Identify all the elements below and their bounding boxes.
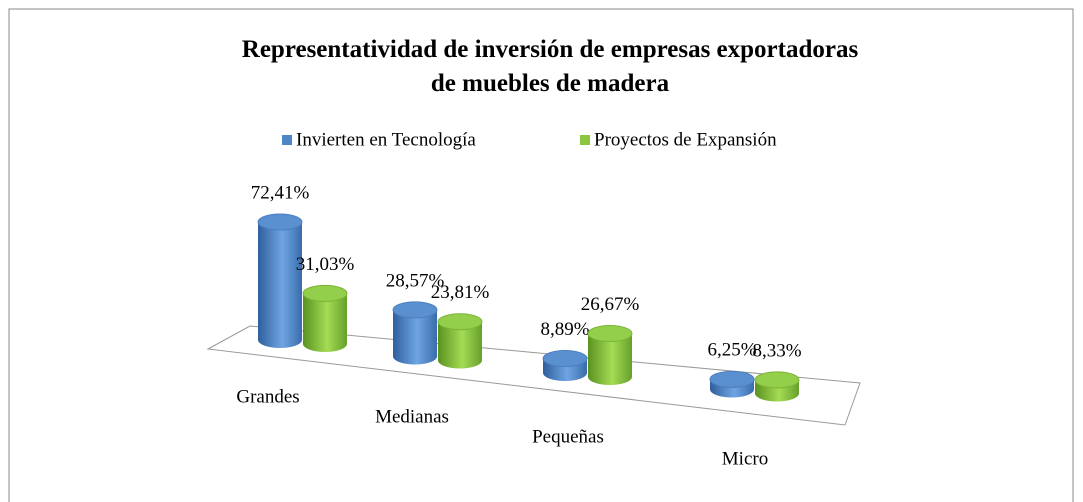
value-label: 31,03% (296, 254, 355, 275)
value-label: 28,57% (386, 270, 445, 291)
cylinder-top (587, 325, 633, 343)
floor (206, 325, 861, 426)
cylinder-top (709, 370, 755, 388)
cylinder-top (257, 213, 303, 231)
cylinder-top (754, 371, 800, 389)
chart-title: Representatividad de inversión de empres… (242, 36, 859, 97)
x-tick-label: Medianas (375, 406, 449, 427)
legend-swatch (580, 135, 590, 145)
cylinder (258, 221, 302, 348)
cylinder (438, 321, 482, 369)
value-label: 26,67% (581, 294, 640, 315)
x-tick-label: Pequeñas (532, 426, 604, 447)
cylinder-top (437, 313, 483, 331)
x-tick-label: Micro (722, 448, 768, 469)
cylinder (588, 333, 632, 385)
value-label: 8,33% (752, 340, 801, 361)
value-label: 8,89% (540, 319, 589, 340)
x-tick-label: Grandes (236, 386, 299, 407)
cylinder-top (542, 350, 588, 368)
cylinder-top (302, 284, 348, 302)
cylinder (303, 293, 347, 352)
legend-swatch (282, 135, 292, 145)
chart-frame (8, 8, 1074, 502)
cylinder (393, 309, 437, 365)
value-label: 72,41% (251, 182, 310, 203)
legend-label: Proyectos de Expansión (594, 129, 777, 150)
value-label: 23,81% (431, 282, 490, 303)
legend-label: Invierten en Tecnología (296, 129, 476, 150)
value-label: 6,25% (707, 340, 756, 361)
cylinder-top (392, 301, 438, 319)
